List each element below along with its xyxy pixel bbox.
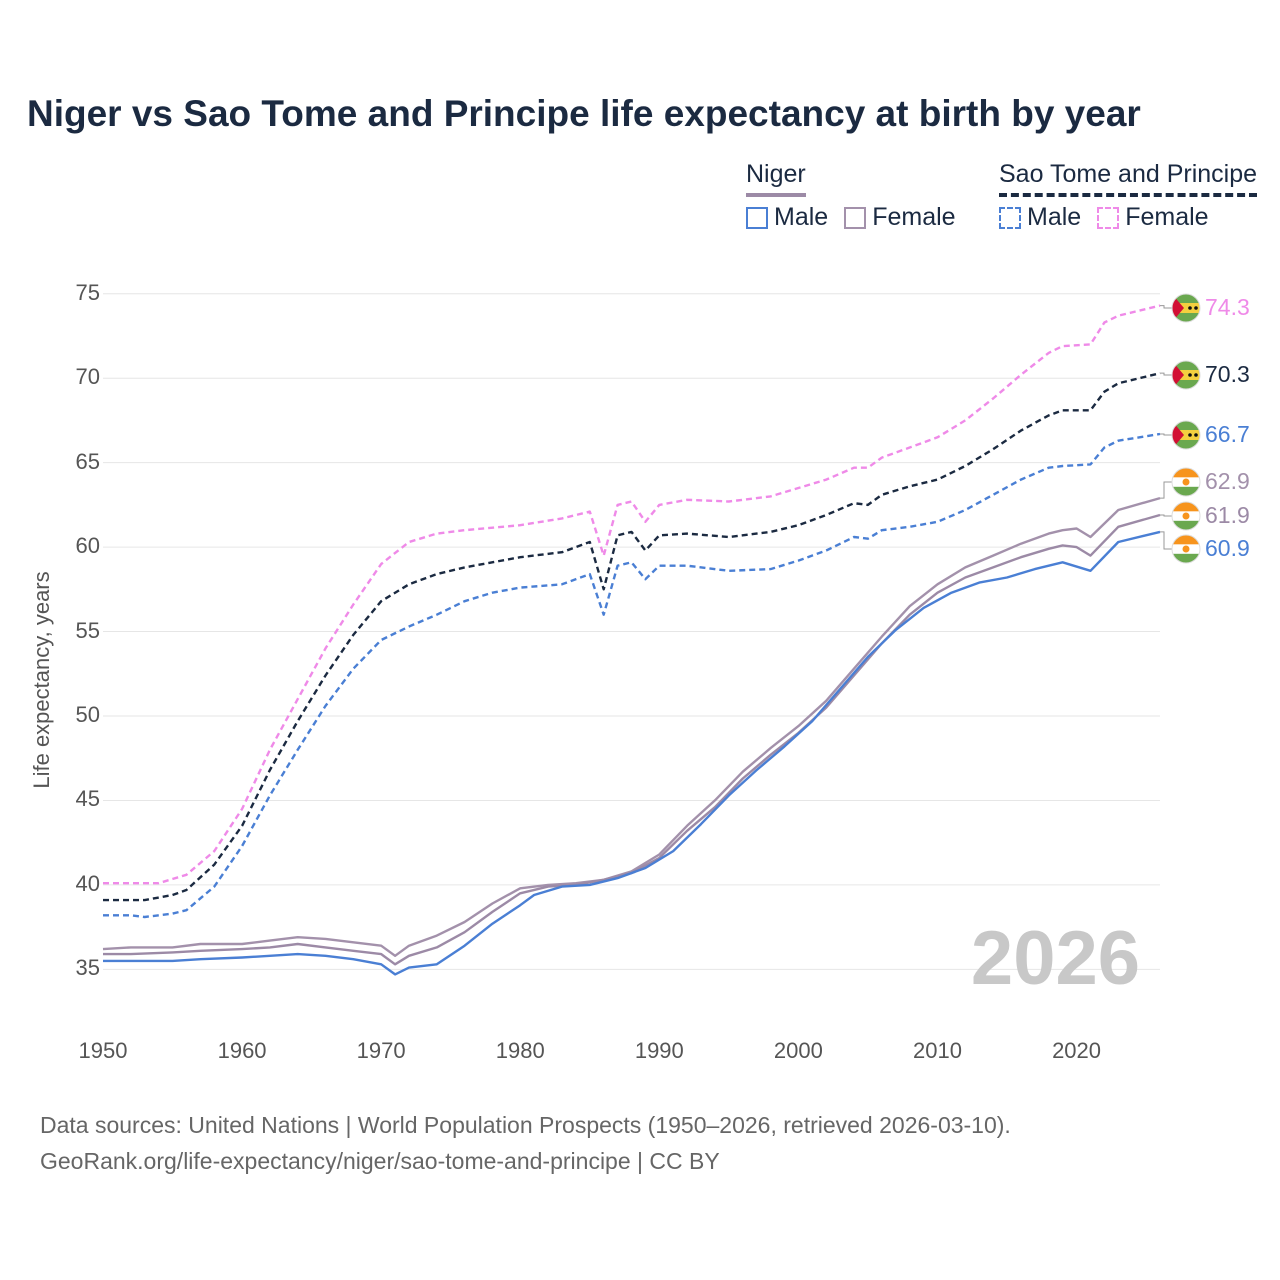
end-connector [1160, 514, 1172, 517]
y-tick-label: 40 [75, 870, 100, 896]
chart-title: Niger vs Sao Tome and Principe life expe… [27, 93, 1141, 134]
series-line-sao-tome-and-principe-total- [103, 372, 1161, 902]
y-tick-label: 35 [75, 955, 100, 981]
legend-stp-female-label: Female [1125, 203, 1209, 231]
series-layer [102, 304, 1161, 976]
series-line-niger-male [103, 530, 1161, 976]
legend-swatch-icon [999, 206, 1021, 229]
sao-tome-flag-icon [1171, 420, 1201, 450]
legend-niger: Niger Male Female [746, 160, 956, 232]
end-value-label: 70.3 [1205, 361, 1250, 387]
gridlines [103, 293, 1160, 970]
year-watermark: 2026 [970, 916, 1140, 1001]
series-line-niger-female [102, 496, 1161, 957]
y-tick-label: 60 [75, 533, 100, 559]
y-tick-label: 75 [75, 279, 100, 305]
end-value-label: 74.3 [1205, 294, 1250, 320]
legend-swatch-icon [1097, 206, 1120, 229]
legend-stp-male-label: Male [1027, 203, 1082, 231]
legend-stp-female[interactable]: Female [1097, 203, 1209, 232]
sao-tome-flag-icon [1171, 293, 1201, 323]
y-tick-label: 45 [75, 786, 100, 812]
legend-stp-label: Sao Tome and Principe [999, 160, 1258, 197]
end-connector [1160, 481, 1172, 499]
niger-flag-icon [1171, 501, 1201, 531]
niger-flag-icon [1171, 534, 1201, 564]
y-tick-label: 50 [75, 702, 100, 727]
legend-stp-male[interactable]: Male [999, 203, 1081, 232]
x-tick-label: 2020 [1052, 1038, 1102, 1063]
end-value-label: 66.7 [1205, 421, 1250, 447]
legend-swatch-icon [746, 206, 768, 229]
end-connector [1160, 305, 1172, 309]
x-tick-label: 1970 [356, 1038, 406, 1063]
series-line-niger-total- [103, 513, 1161, 966]
end-value-label: 60.9 [1205, 535, 1250, 561]
end-value-label: 61.9 [1205, 502, 1250, 528]
source-line-2[interactable]: GeoRank.org/life-expectancy/niger/sao-to… [40, 1147, 720, 1174]
series-line-sao-tome-and-principe-female [103, 304, 1161, 885]
end-connector [1160, 531, 1172, 550]
x-tick-label: 1990 [634, 1038, 684, 1063]
x-tick-label: 2000 [773, 1038, 823, 1063]
x-tick-label: 2010 [912, 1038, 962, 1063]
legend-niger-female-label: Female [872, 203, 956, 231]
source-line-1: Data sources: United Nations | World Pop… [40, 1112, 1011, 1138]
niger-flag-icon [1171, 467, 1201, 497]
x-tick-label: 1960 [217, 1038, 267, 1063]
x-tick-label: 1980 [495, 1038, 545, 1063]
source-note: Data sources: United Nations | World Pop… [40, 1108, 1011, 1179]
sao-tome-flag-icon [1171, 360, 1201, 390]
legend-niger-male[interactable]: Male [746, 203, 828, 232]
legend-niger-label: Niger [746, 160, 806, 197]
flags-layer [1160, 293, 1201, 564]
y-tick-label: 55 [75, 617, 100, 643]
y-tick-label: 70 [75, 364, 100, 390]
legend-niger-female[interactable]: Female [844, 203, 956, 232]
x-tick-label: 1950 [78, 1038, 128, 1063]
end-value-label: 62.9 [1205, 468, 1250, 494]
legend-swatch-icon [844, 206, 867, 229]
legend-stp: Sao Tome and Principe Male Female [999, 160, 1258, 232]
y-tick-label: 65 [75, 448, 100, 474]
series-line-sao-tome-and-principe-male [103, 432, 1161, 919]
legend-niger-male-label: Male [774, 203, 829, 231]
end-connector [1160, 372, 1172, 376]
end-connector [1160, 433, 1172, 436]
